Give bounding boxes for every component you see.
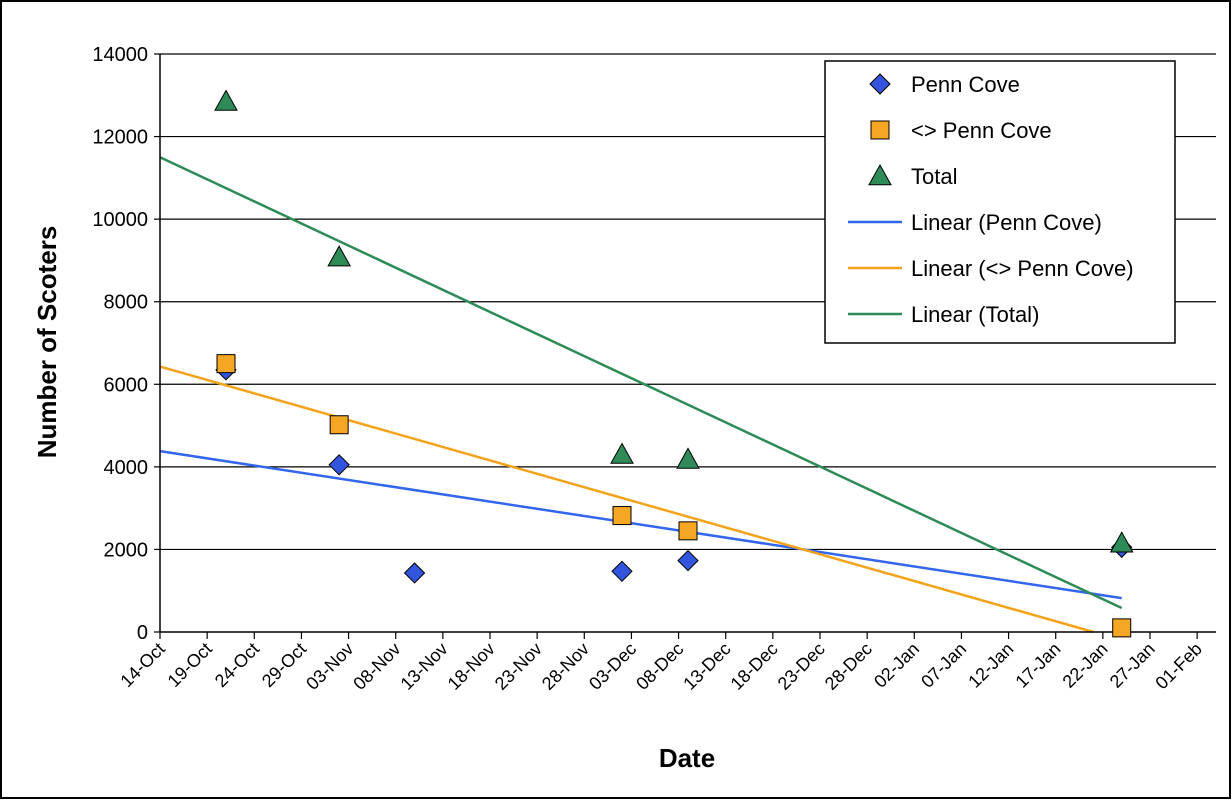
y-axis-title: Number of Scoters	[32, 226, 62, 459]
legend-label: Linear (Penn Cove)	[911, 210, 1102, 235]
penn-cove-marker	[677, 549, 699, 572]
penn-cove-marker	[328, 454, 350, 476]
legend-swatch-triangle	[868, 163, 892, 186]
total-marker	[327, 245, 351, 267]
other-penn-cove-marker	[612, 506, 632, 526]
trendline-layer	[159, 156, 1123, 634]
other-penn-cove-marker	[678, 521, 698, 541]
total-marker	[1109, 531, 1134, 553]
legend-label: <> Penn Cove	[911, 118, 1052, 143]
y-tick-label: 0	[137, 622, 148, 644]
penn-cove-marker	[611, 560, 633, 583]
y-tick-label: 4000	[104, 457, 149, 479]
other-penn-cove-marker	[216, 354, 236, 374]
y-tick-label: 10000	[92, 209, 148, 231]
other-penn-cove-marker	[329, 415, 349, 435]
trendline	[159, 156, 1123, 610]
legend-items: Penn Cove <> Penn Cove Total Linear (Penn C…	[848, 72, 1134, 327]
y-tick-label: 12000	[92, 127, 148, 149]
y-tick-label: 6000	[104, 374, 149, 396]
legend-box	[824, 60, 1176, 344]
legend-swatch-diamond	[869, 73, 891, 95]
legend-label: Total	[911, 164, 957, 189]
penn-cove-marker	[403, 562, 426, 584]
legend-label: Penn Cove	[911, 72, 1020, 97]
trendline	[159, 449, 1122, 600]
y-tick-label: 14000	[92, 44, 148, 66]
other-penn-cove-marker	[1112, 618, 1132, 638]
total-marker	[610, 442, 634, 464]
y-tick-label: 2000	[104, 539, 149, 561]
total-marker	[214, 89, 238, 111]
x-axis-title: Date	[659, 743, 715, 773]
legend: Penn Cove <> Penn Cove Total Linear (Penn C…	[824, 60, 1176, 344]
legend-label: Linear (<> Penn Cove)	[911, 256, 1134, 281]
legend-swatch-square	[870, 120, 890, 140]
marker-layer	[214, 89, 1134, 638]
total-marker	[676, 447, 700, 469]
legend-label: Linear (Total)	[911, 302, 1039, 327]
y-tick-label: 8000	[104, 292, 149, 314]
trendline	[159, 365, 1094, 634]
